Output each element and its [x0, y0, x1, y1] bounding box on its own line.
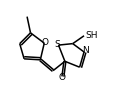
- Text: SH: SH: [86, 31, 98, 40]
- Text: O: O: [41, 38, 48, 47]
- Text: O: O: [58, 73, 65, 82]
- Text: N: N: [82, 46, 89, 55]
- Text: S: S: [54, 40, 60, 49]
